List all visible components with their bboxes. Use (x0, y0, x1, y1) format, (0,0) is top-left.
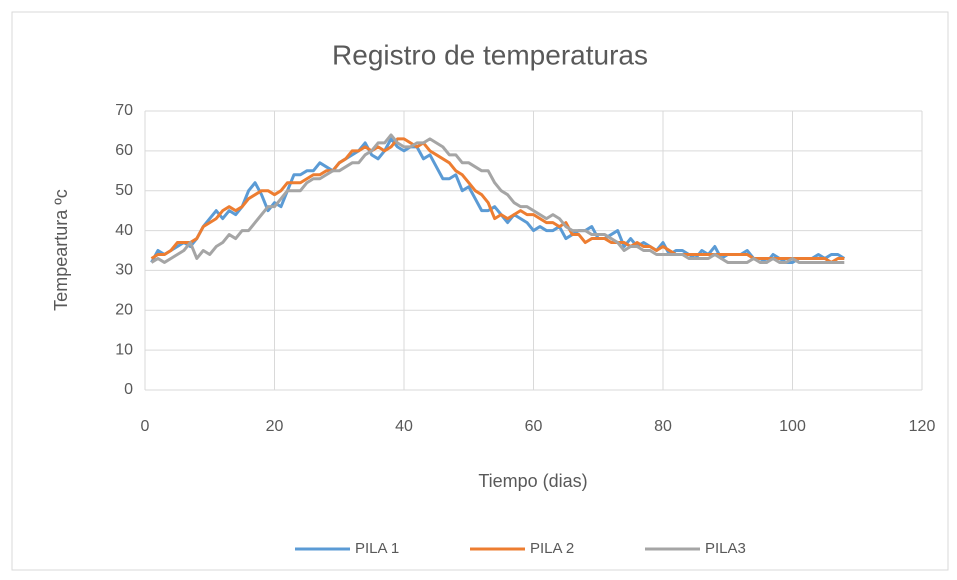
y-tick-label: 50 (115, 182, 133, 199)
y-tick-label: 60 (115, 142, 133, 159)
legend-label: PILA 2 (530, 540, 574, 557)
x-tick-label: 80 (654, 418, 672, 435)
x-tick-label: 40 (395, 418, 413, 435)
x-tick-label: 100 (779, 418, 806, 435)
legend-label: PILA3 (705, 540, 746, 557)
y-tick-label: 20 (115, 302, 133, 319)
x-tick-label: 60 (525, 418, 543, 435)
y-axis-label: Tempeartura ºc (51, 189, 71, 311)
legend-label: PILA 1 (355, 540, 399, 557)
y-tick-label: 70 (115, 102, 133, 119)
y-tick-label: 10 (115, 341, 133, 358)
data-line (150, 137, 845, 264)
x-axis-label: Tiempo (dias) (478, 471, 587, 491)
x-tick-label: 0 (141, 418, 150, 435)
x-tick-label: 120 (909, 418, 936, 435)
y-tick-label: 0 (124, 381, 133, 398)
y-tick-label: 40 (115, 222, 133, 239)
data-line (150, 133, 845, 264)
x-tick-label: 20 (266, 418, 284, 435)
chart-title: Registro de temperaturas (332, 39, 648, 70)
y-tick-label: 30 (115, 262, 133, 279)
